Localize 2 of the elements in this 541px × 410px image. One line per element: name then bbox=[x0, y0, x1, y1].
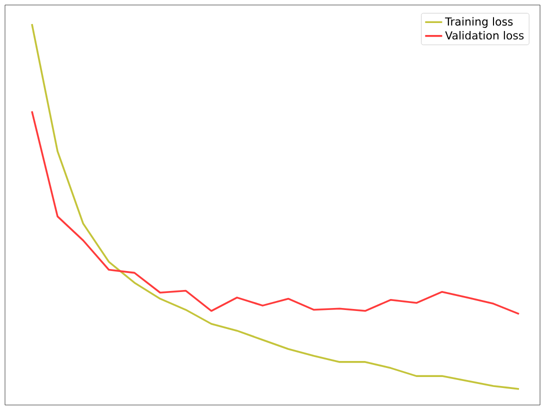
legend-label: Training loss bbox=[445, 17, 513, 28]
legend-label: Validation loss bbox=[445, 31, 524, 40]
